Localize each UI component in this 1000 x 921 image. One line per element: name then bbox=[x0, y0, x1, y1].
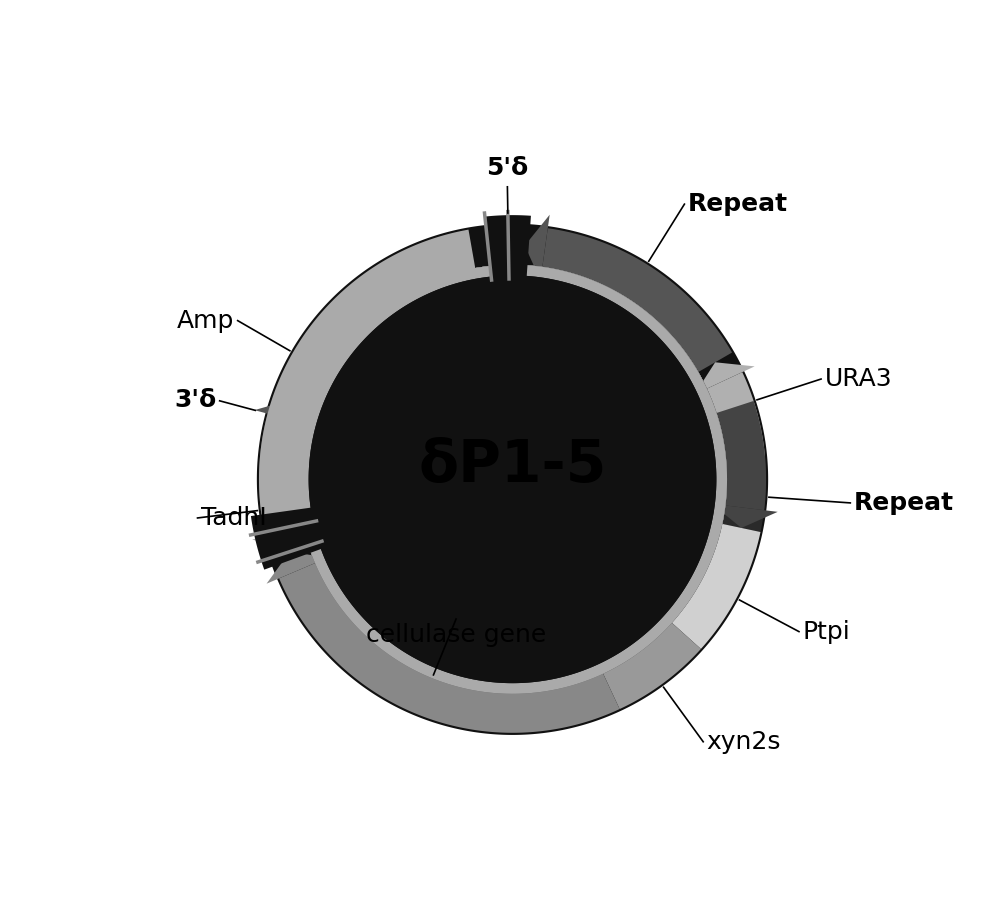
Polygon shape bbox=[267, 552, 328, 584]
Polygon shape bbox=[252, 524, 317, 552]
Polygon shape bbox=[279, 264, 727, 733]
Polygon shape bbox=[712, 504, 778, 528]
Text: 5'δ: 5'δ bbox=[486, 156, 529, 180]
Polygon shape bbox=[298, 264, 760, 694]
Text: xyn2s: xyn2s bbox=[707, 729, 781, 753]
Text: Ptpi: Ptpi bbox=[803, 620, 850, 644]
Polygon shape bbox=[251, 275, 716, 683]
Polygon shape bbox=[259, 229, 727, 694]
Polygon shape bbox=[298, 264, 727, 709]
Polygon shape bbox=[257, 224, 768, 735]
Polygon shape bbox=[525, 215, 550, 280]
Text: Amp: Amp bbox=[177, 309, 234, 332]
Text: 3'δ: 3'δ bbox=[174, 388, 216, 412]
Text: cellulase gene: cellulase gene bbox=[366, 623, 546, 647]
Text: δP1-5: δP1-5 bbox=[418, 437, 607, 494]
Polygon shape bbox=[298, 228, 732, 694]
Polygon shape bbox=[298, 264, 765, 694]
Polygon shape bbox=[298, 264, 766, 694]
Text: URA3: URA3 bbox=[825, 367, 892, 391]
Polygon shape bbox=[309, 216, 716, 683]
Text: Repeat: Repeat bbox=[854, 491, 954, 515]
Polygon shape bbox=[695, 362, 755, 394]
Polygon shape bbox=[259, 264, 727, 694]
Text: TadhI: TadhI bbox=[201, 506, 267, 530]
Polygon shape bbox=[254, 399, 318, 427]
Text: Repeat: Repeat bbox=[688, 192, 788, 216]
Polygon shape bbox=[298, 264, 766, 694]
